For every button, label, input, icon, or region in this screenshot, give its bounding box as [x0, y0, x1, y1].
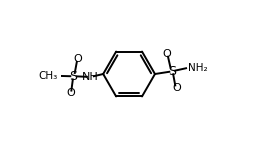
Text: O: O [163, 49, 171, 59]
Text: O: O [66, 88, 75, 98]
Text: S: S [70, 70, 77, 83]
Text: O: O [74, 54, 82, 64]
Text: CH₃: CH₃ [38, 71, 57, 81]
Text: S: S [168, 65, 176, 78]
Text: O: O [172, 83, 181, 93]
Text: NH₂: NH₂ [188, 63, 207, 73]
Text: NH: NH [82, 72, 99, 82]
